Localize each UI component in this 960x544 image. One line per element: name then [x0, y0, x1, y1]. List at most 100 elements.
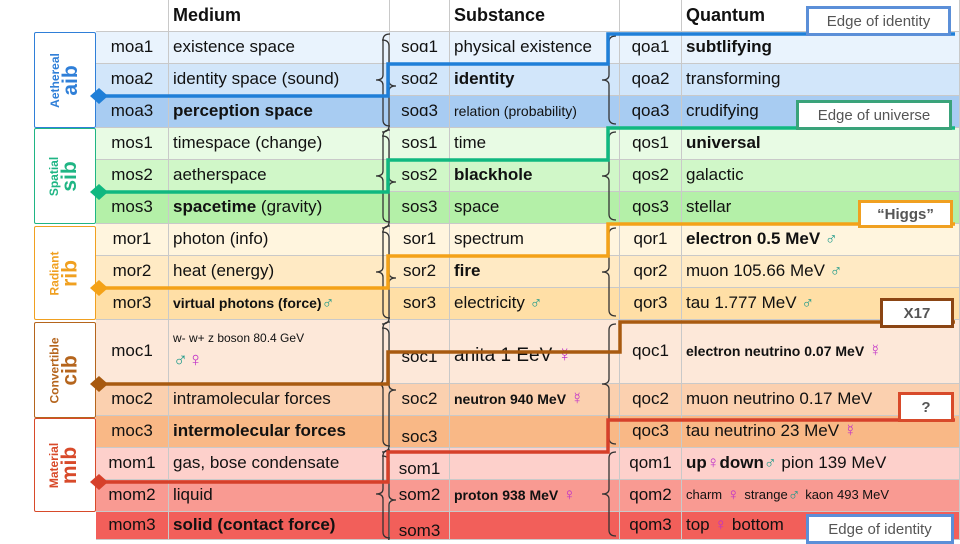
quantum-text: electron 0.5 MeV [686, 229, 821, 249]
quantum-text: stellar [686, 197, 732, 217]
substance-cell: proton 938 MeV ♀ [450, 480, 620, 512]
substance-text: physical existence [454, 37, 592, 57]
substance-cell: relation (probability) [450, 96, 620, 128]
medium-code-text: moa3 [110, 101, 154, 121]
quantum-code: qoa1 [620, 32, 682, 64]
medium-text: timespace (change) [173, 133, 323, 153]
substance-text: neutron 940 MeV [454, 390, 567, 407]
annotation-tag: ? [898, 392, 954, 422]
medium-brace [381, 39, 397, 133]
header-substance: Substance [450, 0, 620, 32]
substance-text: blackhole [454, 165, 533, 185]
medium-code: mom2 [96, 480, 169, 512]
substance-code-text: sor2 [402, 261, 437, 281]
quantum-text: galactic [686, 165, 744, 185]
quantum-code-text: qoa2 [631, 69, 670, 89]
medium-code: moc3 [96, 416, 169, 448]
substance-cell: physical existence [450, 32, 620, 64]
substance-code: sor2 [390, 256, 450, 288]
medium-code-text: mos3 [111, 197, 153, 217]
male-symbol-icon: ♂ [763, 453, 777, 473]
annotation-tag-text: X17 [903, 304, 931, 322]
medium-code-text: mos2 [111, 165, 153, 185]
quantum-code: qoa2 [620, 64, 682, 96]
medium-code: moa1 [96, 32, 169, 64]
quantum-cell: transforming [682, 64, 960, 96]
edge-line-mib [100, 418, 955, 484]
medium-cell: perception space [169, 96, 390, 128]
quantum-text: crudifying [686, 101, 759, 121]
substance-code-text: sos1 [401, 133, 438, 153]
annotation-tag: Edge of universe [796, 100, 952, 130]
quantum-text: muon 105.66 MeV [686, 261, 825, 281]
quantum-text: tau neutrino 23 MeV [686, 421, 840, 441]
header-medium: Medium [169, 0, 390, 32]
annotation-tag-text: Edge of identity [828, 520, 932, 538]
edge-diamond-icon [90, 88, 108, 104]
substance-code-text: som3 [398, 521, 441, 540]
medium-code: mor3 [96, 288, 169, 320]
quantum-code: qor1 [620, 224, 682, 256]
medium-brace [375, 33, 391, 127]
medium-cell: identity space (sound) [169, 64, 390, 96]
quantum-code: qom2 [620, 480, 682, 512]
medium-extra-text: (gravity) [260, 197, 323, 217]
quantum-code-text: qoa3 [631, 101, 670, 121]
substance-text: identity [454, 69, 515, 89]
quantum-text: universal [686, 133, 761, 153]
male-symbol-icon: ♂ [173, 349, 188, 372]
female-symbol-icon: ♀ [726, 485, 740, 505]
substance-text: relation (probability) [454, 102, 577, 119]
substance-code: som3 [390, 512, 450, 540]
annotation-tag-text: Edge of identity [826, 12, 931, 30]
medium-text: liquid [173, 485, 213, 505]
medium-text: intramolecular forces [173, 389, 331, 409]
medium-text: perception space [173, 101, 313, 121]
medium-text: existence space [173, 37, 295, 57]
medium-text: photon (info) [173, 229, 269, 249]
substance-brace [601, 451, 617, 537]
quantum-code-text: qoc2 [632, 389, 669, 409]
medium-code: moc1 [96, 320, 169, 384]
quantum-code-text: qos3 [632, 197, 669, 217]
medium-code-text: mom2 [108, 485, 156, 505]
medium-code: moc2 [96, 384, 169, 416]
medium-cell: liquid [169, 480, 390, 512]
medium-text: intermolecular forces [173, 421, 346, 441]
substance-code-text: soc3 [401, 427, 438, 447]
quantum-cell: galactic [682, 160, 960, 192]
substance-code-text: sor1 [402, 229, 437, 249]
medium-text: aetherspace [173, 165, 267, 185]
female-symbol-icon: ♀ [188, 349, 203, 372]
header-blank [96, 0, 169, 32]
male-symbol-icon: ♂ [321, 293, 335, 313]
substance-code-text: soɑ3 [401, 101, 438, 121]
medium-text: spacetime [173, 197, 257, 217]
medium-brace [381, 327, 397, 453]
edge-line-sib [100, 126, 955, 194]
quantum-code: qoc2 [620, 384, 682, 416]
quantum-code-text: qor3 [633, 293, 668, 313]
quantum-text: electron neutrino 0.07 MeV [686, 342, 865, 359]
substance-text: electricity [454, 293, 525, 313]
medium-code: mos1 [96, 128, 169, 160]
quantum-code-text: qor2 [633, 261, 668, 281]
substance-code: sos1 [390, 128, 450, 160]
edge-line-aib [100, 32, 955, 98]
substance-code-text: sos3 [401, 197, 438, 217]
medium-code: mom3 [96, 512, 169, 540]
medium-code-text: moc1 [111, 341, 153, 361]
medium-code-text: mom3 [108, 515, 156, 535]
quantum-cell: subtlifying [682, 32, 960, 64]
group-label-aib: Aethereal aib [34, 32, 96, 128]
quantum-text: pion 139 MeV [781, 453, 887, 473]
substance-code-text: som1 [398, 459, 441, 479]
medium-code-text: mor3 [112, 293, 152, 313]
quantum-cell: up ♀ down ♂ pion 139 MeV [682, 448, 960, 480]
medium-cell: aetherspace [169, 160, 390, 192]
medium-code-text: moc3 [111, 421, 153, 441]
substance-code-text: som2 [398, 485, 441, 505]
medium-code-text: mor2 [112, 261, 152, 281]
quantum-code-text: qos1 [632, 133, 669, 153]
quantum-code-text: qom1 [629, 453, 672, 473]
